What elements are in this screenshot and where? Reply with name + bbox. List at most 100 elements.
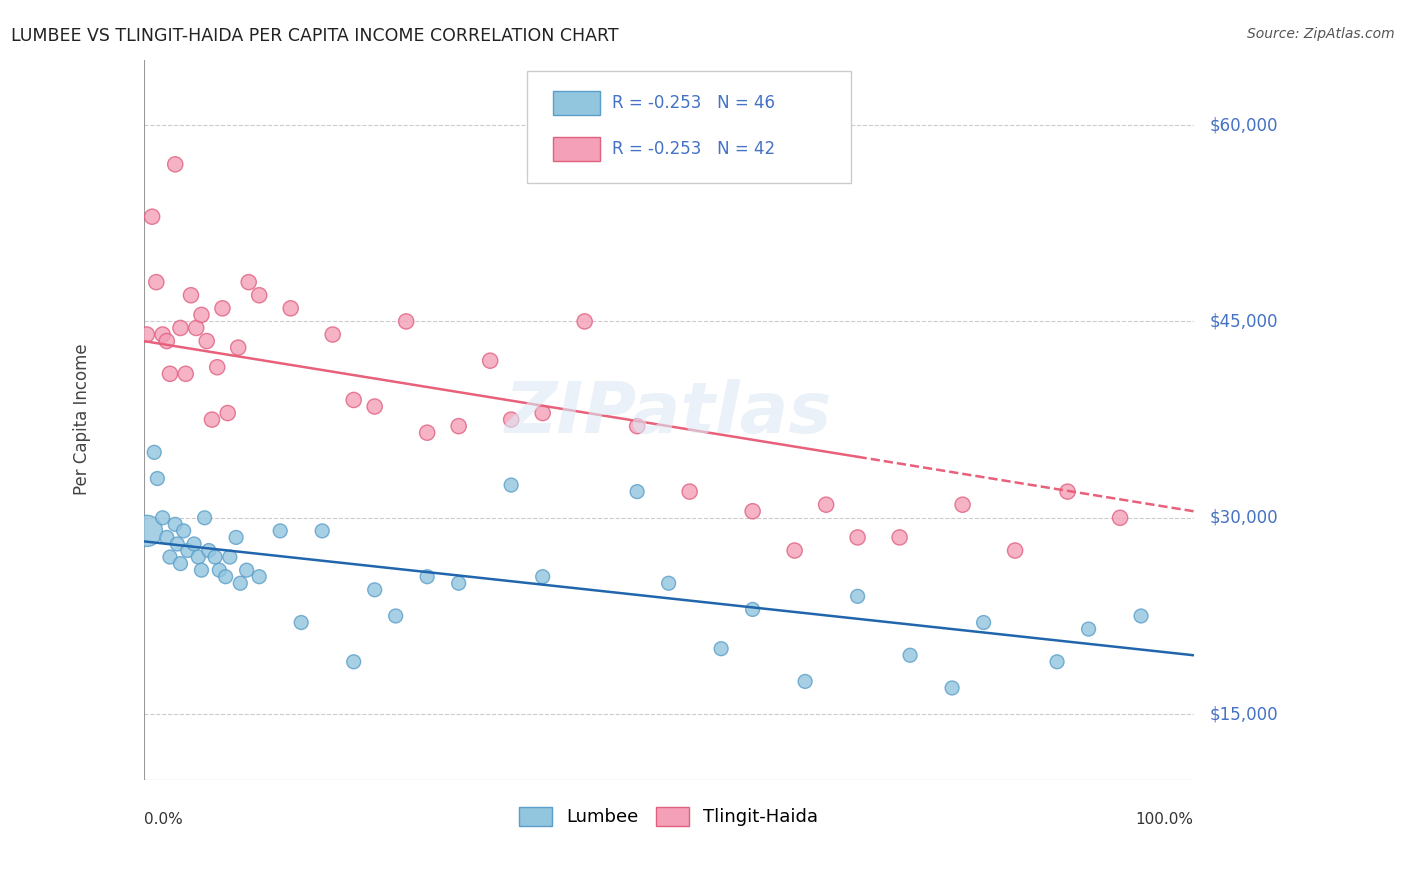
Point [531, 406, 554, 420]
Text: 100.0%: 100.0% [1136, 813, 1194, 828]
Point [269, 524, 291, 538]
Point [169, 321, 191, 335]
Point [166, 537, 188, 551]
Point [501, 412, 523, 426]
Point [678, 484, 700, 499]
Point [416, 570, 439, 584]
Point [187, 550, 209, 565]
Text: $60,000: $60,000 [1209, 116, 1278, 134]
Point [152, 327, 174, 342]
Point [194, 510, 217, 524]
Point [238, 275, 260, 289]
Point [783, 543, 806, 558]
Point [1109, 510, 1132, 524]
Point [173, 524, 195, 538]
Point [190, 563, 212, 577]
Point [898, 648, 921, 663]
Point [1046, 655, 1069, 669]
Point [973, 615, 995, 630]
Point [658, 576, 681, 591]
Text: 0.0%: 0.0% [143, 813, 183, 828]
Point [311, 524, 333, 538]
Point [501, 478, 523, 492]
Point [447, 576, 470, 591]
Point [143, 445, 166, 459]
Point [846, 530, 869, 544]
Point [626, 484, 648, 499]
Point [135, 327, 157, 342]
Text: ZIPatlas: ZIPatlas [505, 378, 832, 448]
Point [165, 517, 187, 532]
Point [205, 360, 228, 375]
Point [395, 314, 418, 328]
Point [322, 327, 344, 342]
Point [1056, 484, 1078, 499]
Point [159, 550, 181, 565]
Point [135, 524, 157, 538]
Point [447, 419, 470, 434]
Point [217, 406, 239, 420]
Point [177, 543, 200, 558]
Point [186, 321, 208, 335]
Text: $15,000: $15,000 [1209, 706, 1278, 723]
Point [626, 419, 648, 434]
Point [343, 655, 366, 669]
Point [159, 367, 181, 381]
Point [247, 570, 270, 584]
Point [363, 582, 385, 597]
Text: R = -0.253   N = 42: R = -0.253 N = 42 [612, 140, 775, 158]
Point [815, 498, 838, 512]
Point [156, 334, 179, 348]
Point [574, 314, 596, 328]
Point [146, 471, 169, 485]
Text: $45,000: $45,000 [1209, 312, 1278, 330]
Point [169, 557, 191, 571]
Point [384, 609, 406, 624]
Text: R = -0.253   N = 46: R = -0.253 N = 46 [612, 94, 775, 112]
Point [190, 308, 212, 322]
Point [280, 301, 302, 316]
Point [1077, 622, 1099, 636]
Point [1004, 543, 1026, 558]
Point [198, 543, 221, 558]
Point [889, 530, 911, 544]
Point [235, 563, 257, 577]
Point [225, 530, 247, 544]
Point [290, 615, 312, 630]
Point [741, 602, 763, 616]
Point [180, 288, 202, 302]
Point [941, 681, 963, 695]
Point [174, 367, 197, 381]
Point [141, 210, 163, 224]
Text: Per Capita Income: Per Capita Income [73, 343, 91, 495]
Point [1130, 609, 1153, 624]
Point [416, 425, 439, 440]
Point [152, 510, 174, 524]
Point [201, 412, 224, 426]
Point [479, 353, 502, 368]
Point [208, 563, 231, 577]
Point [145, 275, 167, 289]
Point [204, 550, 226, 565]
Point [531, 570, 554, 584]
Point [247, 288, 270, 302]
Point [156, 530, 179, 544]
Point [165, 157, 187, 171]
Point [741, 504, 763, 518]
Point [183, 537, 205, 551]
Point [229, 576, 252, 591]
Point [710, 641, 733, 656]
Text: $30,000: $30,000 [1209, 508, 1278, 527]
Point [211, 301, 233, 316]
Legend: Lumbee, Tlingit-Haida: Lumbee, Tlingit-Haida [510, 798, 827, 836]
Point [952, 498, 974, 512]
Point [195, 334, 218, 348]
Point [343, 392, 366, 407]
Point [226, 341, 249, 355]
Point [218, 550, 240, 565]
Point [214, 570, 236, 584]
Point [363, 400, 385, 414]
Point [794, 674, 817, 689]
Text: Source: ZipAtlas.com: Source: ZipAtlas.com [1247, 27, 1395, 41]
Point [846, 590, 869, 604]
